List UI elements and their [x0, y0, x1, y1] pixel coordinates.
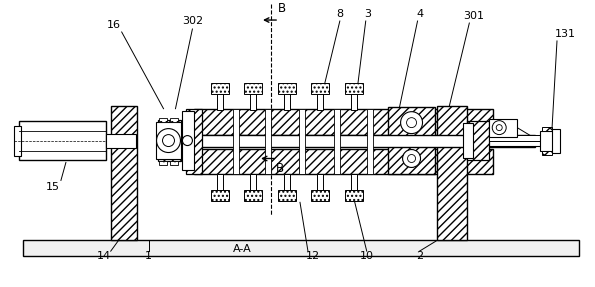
Bar: [155, 122, 181, 160]
Text: 4: 4: [416, 9, 423, 19]
Bar: [23, 240, 579, 256]
Bar: [489, 119, 517, 137]
Bar: [540, 131, 554, 150]
Bar: [464, 123, 473, 158]
Circle shape: [406, 118, 416, 128]
Bar: [14, 126, 21, 156]
Bar: [171, 118, 178, 122]
Bar: [195, 109, 493, 135]
Bar: [19, 121, 106, 160]
Text: 302: 302: [182, 16, 203, 26]
Bar: [542, 127, 552, 131]
Bar: [250, 94, 256, 110]
Bar: [217, 94, 223, 110]
Bar: [244, 190, 262, 201]
Text: 3: 3: [364, 9, 371, 19]
Bar: [186, 135, 535, 147]
Bar: [158, 162, 167, 166]
Text: 14: 14: [97, 251, 111, 261]
Bar: [351, 174, 357, 190]
Bar: [467, 135, 542, 146]
Text: 8: 8: [336, 9, 343, 19]
Bar: [388, 107, 436, 174]
Text: 16: 16: [107, 20, 121, 30]
Text: B: B: [278, 2, 286, 15]
Bar: [317, 94, 323, 110]
Bar: [265, 109, 271, 174]
Circle shape: [492, 121, 506, 135]
Bar: [552, 129, 560, 152]
Bar: [183, 111, 195, 170]
Bar: [250, 174, 256, 190]
Bar: [345, 190, 363, 201]
Bar: [311, 190, 329, 201]
Bar: [186, 109, 202, 174]
Bar: [334, 109, 340, 174]
Bar: [367, 109, 372, 174]
Text: 10: 10: [360, 251, 374, 261]
Bar: [278, 190, 296, 201]
Bar: [317, 174, 323, 190]
Text: 15: 15: [46, 182, 60, 192]
Text: 13: 13: [547, 144, 561, 154]
Bar: [171, 162, 178, 166]
Text: 131: 131: [555, 29, 575, 39]
Circle shape: [156, 129, 180, 152]
Bar: [311, 83, 329, 94]
Circle shape: [408, 154, 415, 162]
Bar: [233, 109, 239, 174]
Text: B: B: [276, 162, 284, 175]
Bar: [211, 190, 229, 201]
Bar: [437, 106, 467, 240]
Bar: [217, 174, 223, 190]
Bar: [489, 135, 544, 141]
Bar: [467, 121, 489, 160]
Bar: [351, 94, 357, 110]
Bar: [284, 94, 290, 110]
Circle shape: [403, 150, 421, 167]
Circle shape: [183, 135, 192, 146]
Bar: [299, 109, 305, 174]
Bar: [106, 133, 136, 148]
Bar: [111, 106, 137, 240]
Bar: [158, 120, 181, 162]
Circle shape: [400, 112, 422, 133]
Bar: [211, 83, 229, 94]
Text: 12: 12: [306, 251, 320, 261]
Bar: [345, 83, 363, 94]
Text: 2: 2: [416, 251, 423, 261]
Bar: [244, 83, 262, 94]
Bar: [542, 150, 552, 154]
Bar: [278, 83, 296, 94]
Text: 1: 1: [145, 251, 152, 261]
Circle shape: [496, 125, 502, 131]
Circle shape: [162, 135, 174, 147]
Text: A-A: A-A: [233, 244, 252, 254]
Bar: [158, 118, 167, 122]
Text: 301: 301: [463, 11, 484, 21]
Bar: [284, 174, 290, 190]
Bar: [195, 149, 493, 174]
